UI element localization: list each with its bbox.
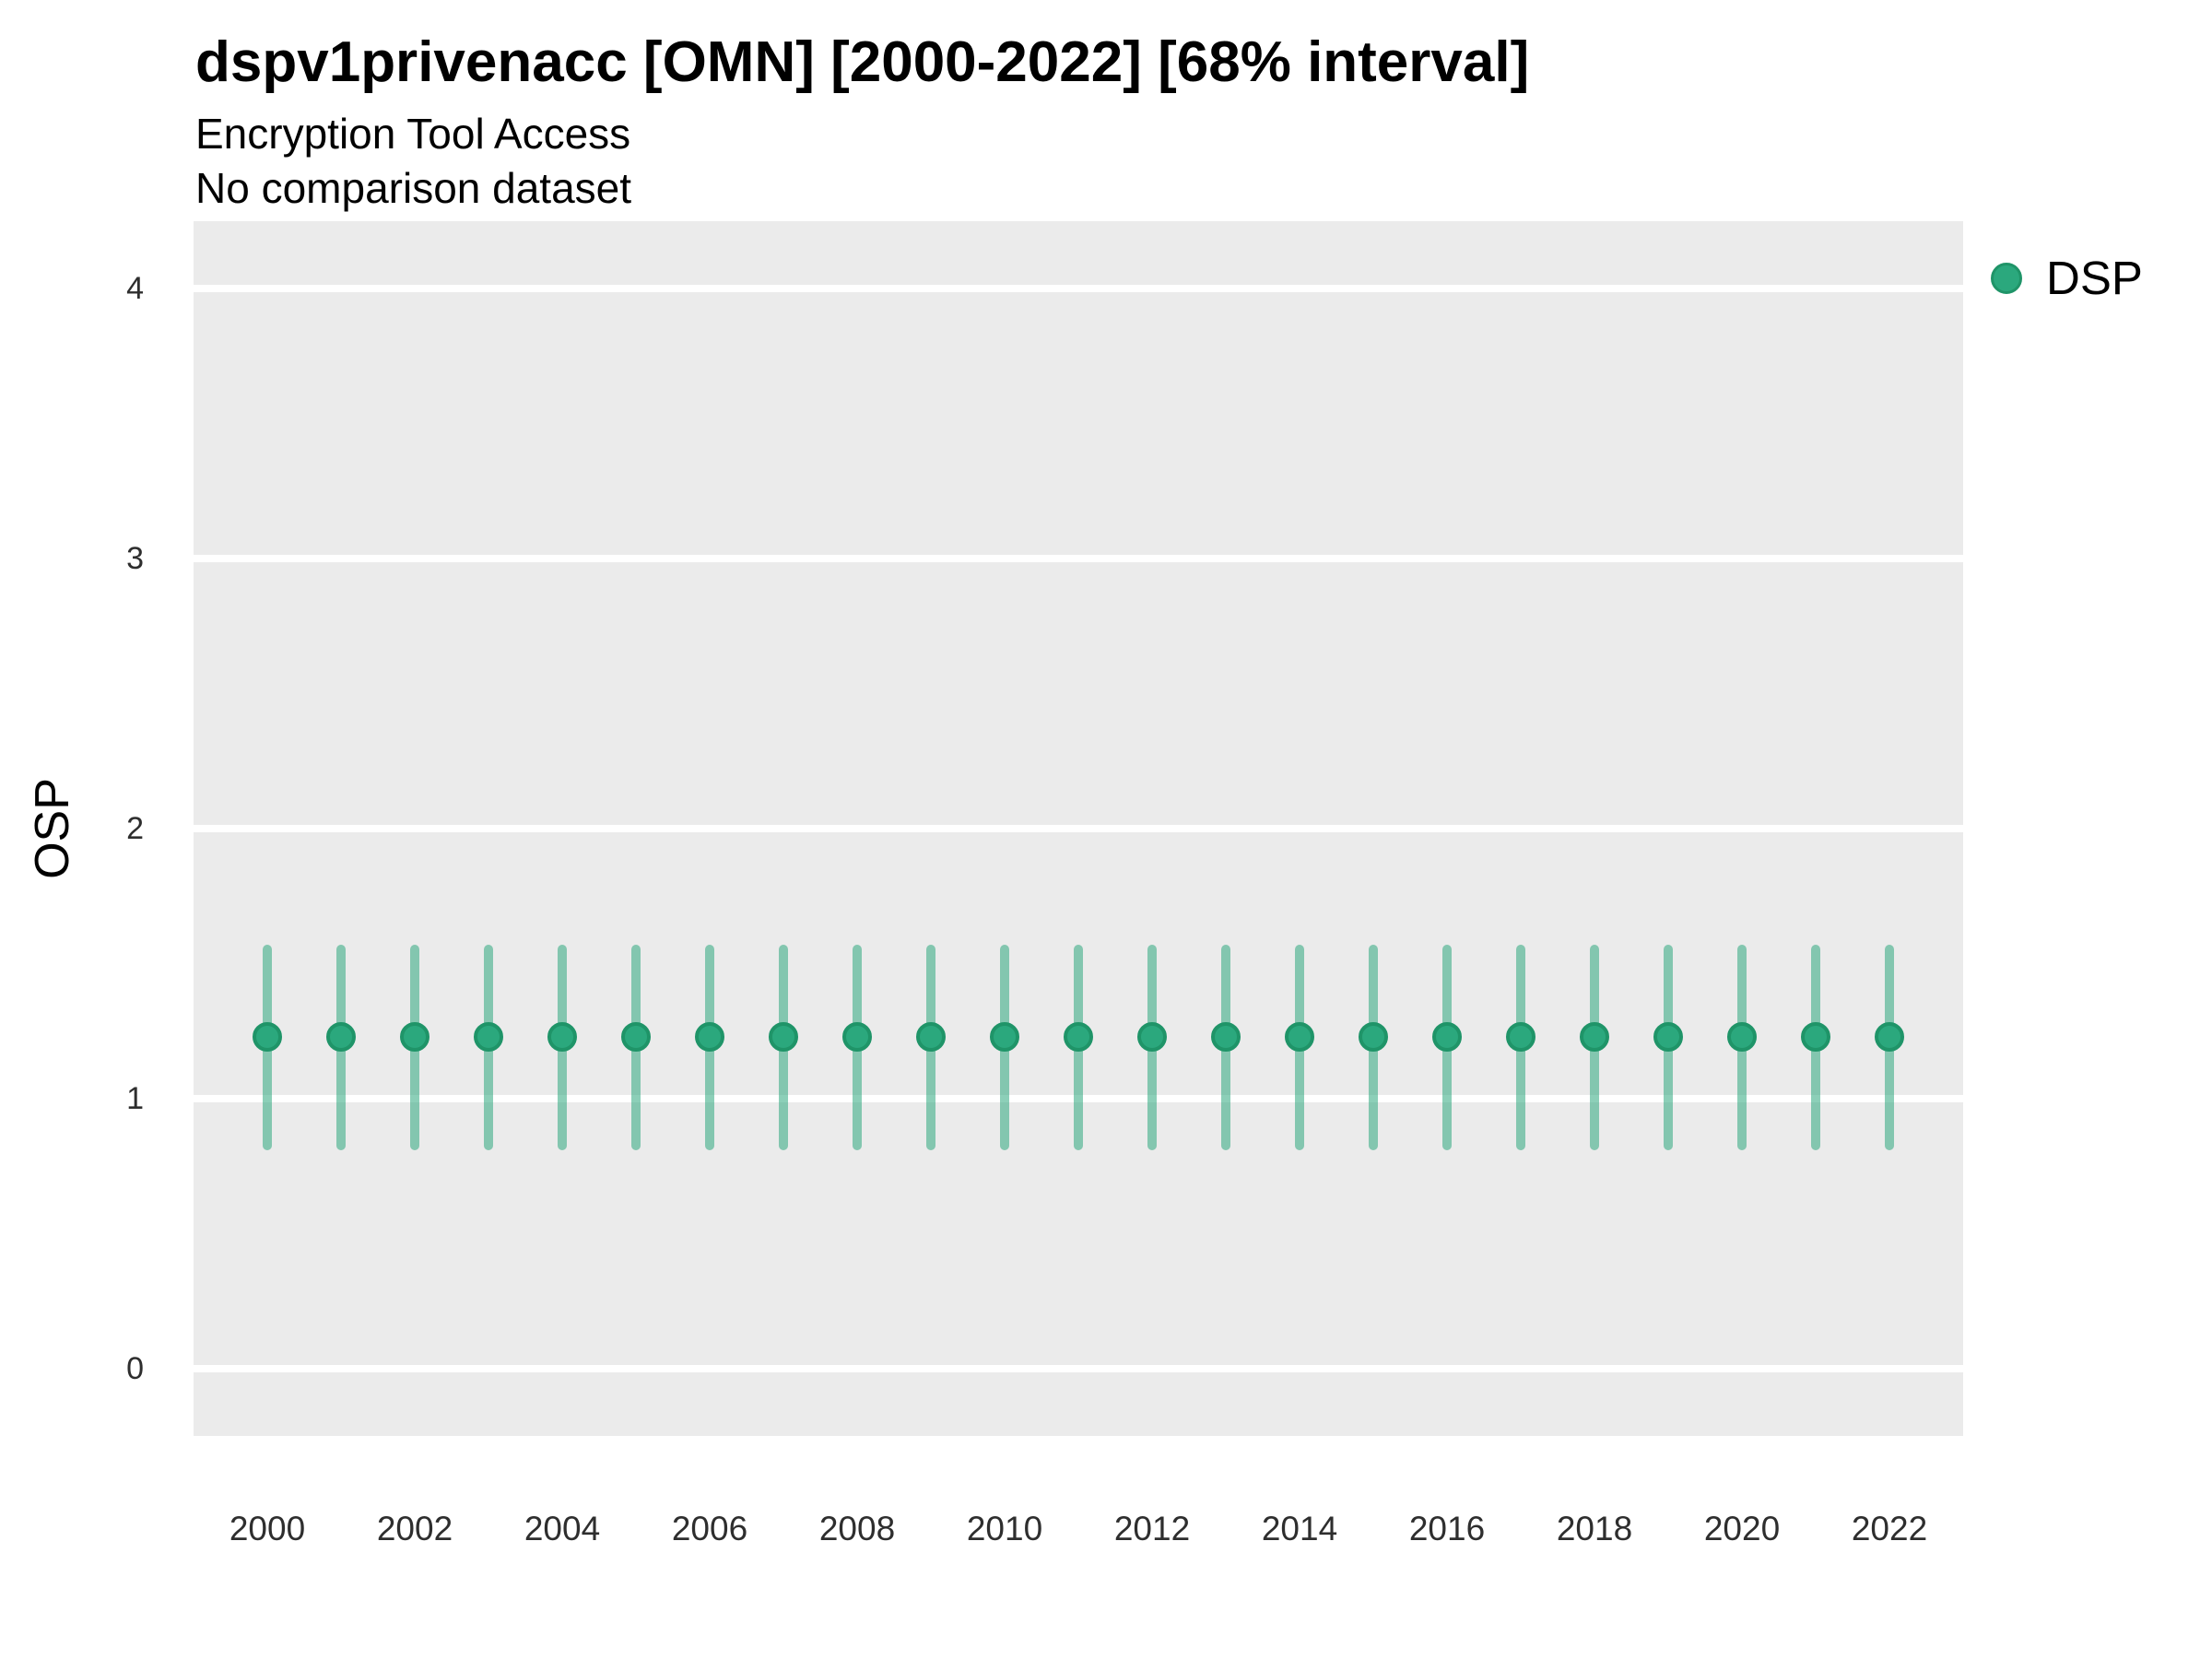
- data-point-2002: [400, 1021, 429, 1052]
- data-point-2000: [253, 1021, 282, 1052]
- x-tick-label-2000: 2000: [229, 1510, 306, 1547]
- y-tick-label-3: 3: [126, 541, 144, 577]
- x-tick-label-2014: 2014: [1261, 1510, 1338, 1547]
- data-point-2013: [1211, 1021, 1241, 1052]
- data-point-2004: [547, 1021, 577, 1052]
- data-point-2022: [1875, 1021, 1904, 1052]
- y-tick-label-0: 0: [126, 1350, 144, 1386]
- plot-panel: [194, 221, 1963, 1436]
- gridline-y-2: [194, 825, 1963, 832]
- y-tick-label-4: 4: [126, 271, 144, 307]
- data-point-2005: [621, 1021, 651, 1052]
- data-point-2011: [1064, 1021, 1093, 1052]
- data-point-2007: [769, 1021, 798, 1052]
- data-point-2012: [1137, 1021, 1167, 1052]
- data-point-2018: [1580, 1021, 1609, 1052]
- data-point-2014: [1285, 1021, 1314, 1052]
- data-point-2001: [326, 1021, 356, 1052]
- y-tick-label-1: 1: [126, 1080, 144, 1116]
- legend-dsp-point-icon: [1991, 262, 2022, 294]
- data-point-2020: [1727, 1021, 1757, 1052]
- x-tick-label-2016: 2016: [1408, 1510, 1486, 1547]
- data-point-2019: [1653, 1021, 1683, 1052]
- data-point-2010: [990, 1021, 1019, 1052]
- data-point-2017: [1506, 1021, 1535, 1052]
- chart-note: No comparison dataset: [195, 164, 632, 212]
- chart-subtitle: Encryption Tool Access: [195, 110, 631, 158]
- legend-label: DSP: [2046, 252, 2143, 304]
- x-tick-label-2004: 2004: [524, 1510, 601, 1547]
- data-point-2009: [916, 1021, 946, 1052]
- x-tick-label-2012: 2012: [1113, 1510, 1191, 1547]
- data-point-2021: [1801, 1021, 1830, 1052]
- legend-item-dsp: DSP: [1991, 251, 2143, 305]
- data-point-2003: [474, 1021, 503, 1052]
- x-tick-label-2018: 2018: [1556, 1510, 1633, 1547]
- x-tick-label-2008: 2008: [818, 1510, 896, 1547]
- chart-title: dspv1privenacc [OMN] [2000-2022] [68% in…: [195, 30, 1530, 94]
- data-point-2016: [1432, 1021, 1462, 1052]
- legend: DSP: [1991, 251, 2143, 305]
- x-tick-label-2010: 2010: [966, 1510, 1043, 1547]
- gridline-y-0: [194, 1364, 1963, 1372]
- x-tick-label-2002: 2002: [376, 1510, 453, 1547]
- gridline-y-3: [194, 555, 1963, 563]
- x-tick-label-2022: 2022: [1851, 1510, 1928, 1547]
- data-point-2006: [695, 1021, 724, 1052]
- x-tick-label-2020: 2020: [1703, 1510, 1781, 1547]
- x-tick-label-2006: 2006: [671, 1510, 748, 1547]
- data-point-2015: [1359, 1021, 1388, 1052]
- gridline-y-4: [194, 285, 1963, 293]
- y-tick-label-2: 2: [126, 811, 144, 846]
- y-axis-title: OSP: [26, 778, 79, 879]
- data-point-2008: [842, 1021, 872, 1052]
